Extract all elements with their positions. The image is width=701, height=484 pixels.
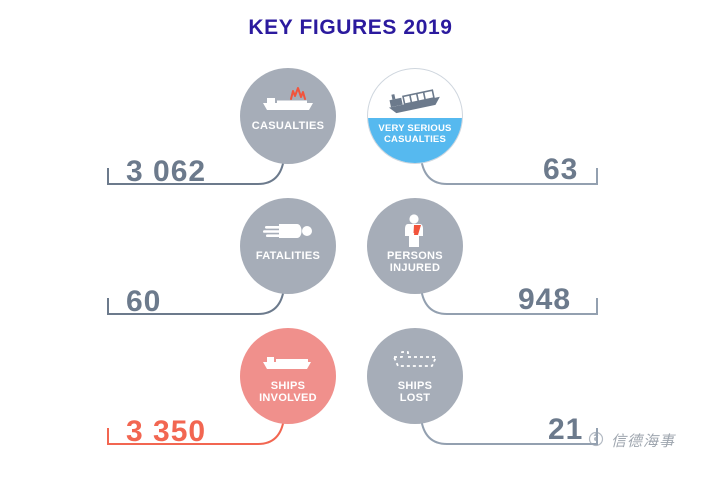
- metric-label-persons-injured: PERSONS INJURED: [369, 250, 461, 274]
- metric-label-line1: SHIPS: [397, 380, 433, 392]
- figure-ships-involved: 3 350: [126, 415, 207, 448]
- metric-label-fatalities: FATALITIES: [255, 250, 321, 262]
- metric-label-casualties: CASUALTIES: [251, 120, 325, 132]
- figure-ships-lost: 21: [548, 413, 584, 446]
- ship-fire-icon: [257, 84, 319, 118]
- metric-circle-persons-injured[interactable]: PERSONS INJURED: [367, 198, 463, 294]
- figure-casualties: 3 062: [126, 155, 207, 188]
- figure-very-serious-casualties: 63: [543, 153, 579, 186]
- metric-circle-ships-involved[interactable]: SHIPS INVOLVED: [240, 328, 336, 424]
- metric-label-line1: SHIPS: [270, 380, 306, 392]
- metric-row-2: 60 948 FATALITIES: [0, 190, 701, 330]
- metric-label-line1: PERSONS: [387, 250, 443, 262]
- metric-row-1: 3 062 63 CASUALTIES: [0, 60, 701, 200]
- figure-fatalities: 60: [126, 285, 162, 318]
- metric-circle-ships-lost[interactable]: SHIPS LOST: [367, 328, 463, 424]
- watermark-text: 信德海事: [611, 433, 676, 450]
- injured-person-icon: [395, 214, 435, 248]
- metric-label-line2: INVOLVED: [259, 392, 317, 404]
- metric-label-line2: LOST: [399, 392, 431, 404]
- metric-circle-fatalities[interactable]: FATALITIES: [240, 198, 336, 294]
- metric-label-line1: VERY SERIOUS: [378, 123, 452, 134]
- metric-circle-very-serious-casualties[interactable]: VERY SERIOUS CASUALTIES: [367, 68, 463, 164]
- metric-circle-casualties[interactable]: CASUALTIES: [240, 68, 336, 164]
- metric-label-very-serious-casualties: VERY SERIOUS CASUALTIES: [369, 123, 461, 145]
- falling-person-icon: [257, 214, 319, 248]
- dashed-ship-icon: [384, 344, 446, 378]
- sinking-ship-icon: [382, 83, 448, 117]
- metric-label-line2: INJURED: [389, 262, 441, 274]
- metric-label-line2: CASUALTIES: [384, 134, 446, 145]
- page-title: KEY FIGURES 2019: [248, 16, 453, 39]
- figure-persons-injured: 948: [518, 283, 572, 316]
- water-fill: [368, 118, 462, 163]
- metric-row-3: 3 350 21 SHIPS INVOLVED: [0, 320, 701, 460]
- ship-icon: [257, 344, 319, 378]
- watermark: 信德海事: [586, 428, 675, 453]
- metric-label-ships-involved: SHIPS INVOLVED: [242, 380, 334, 404]
- circular-logo-icon: [586, 428, 606, 453]
- metric-label-ships-lost: SHIPS LOST: [369, 380, 461, 404]
